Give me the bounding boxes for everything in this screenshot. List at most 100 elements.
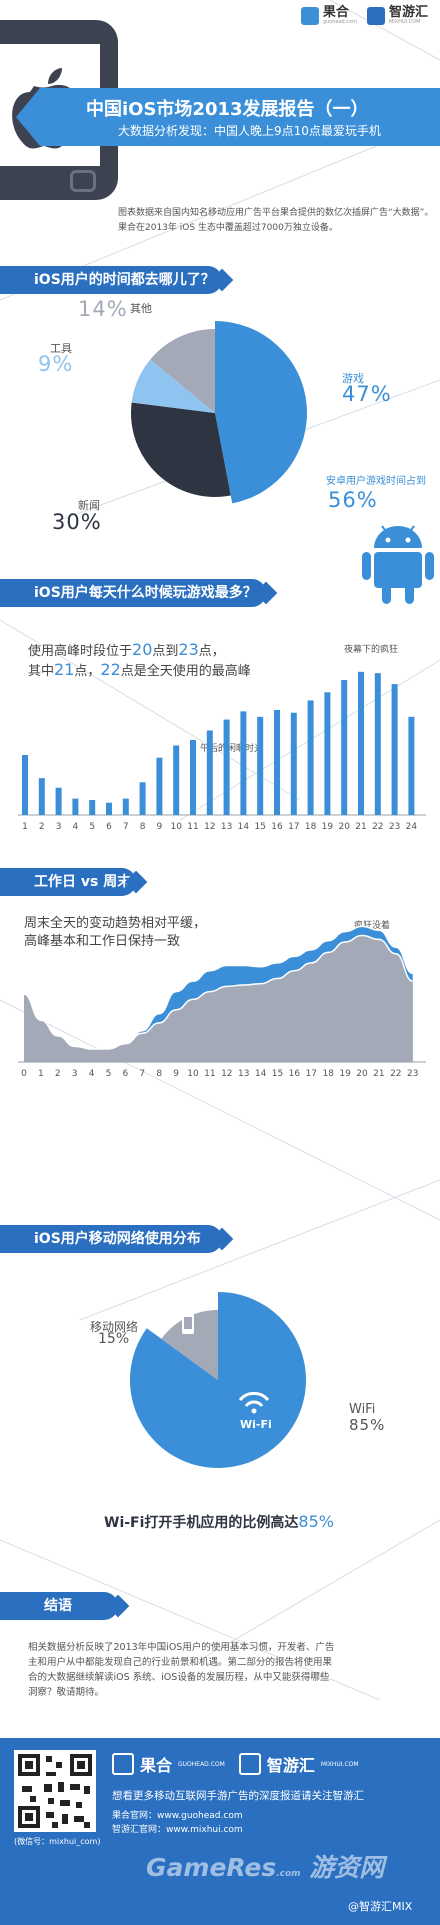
mixhui-logo-name: 智游汇 <box>388 5 428 20</box>
footer-credit: @智游汇MIX <box>348 1900 413 1913</box>
network-conclusion: Wi-Fi打开手机应用的比例高达85% <box>104 1512 334 1531</box>
tick-label: 5 <box>89 822 95 832</box>
pie-pct-news: 30% <box>52 510 102 534</box>
tick-label: 7 <box>123 822 129 832</box>
conclusion-text: 相关数据分析反映了2013年中国iOS用户的使用基本习惯，开发者、广告 主和用户… <box>28 1640 428 1700</box>
mixhui-logo-url: MIXHUI.COM <box>388 19 421 25</box>
bar-hour-1 <box>22 755 28 815</box>
tick-label: 24 <box>406 822 418 832</box>
mobile-label: 移动网络 <box>90 1320 139 1334</box>
title-ribbon <box>16 88 440 146</box>
tick-label: 6 <box>106 822 112 832</box>
pie-slice-tools <box>131 359 215 413</box>
pie-label-game: 游戏 <box>342 372 364 385</box>
tick-label: 18 <box>322 1069 334 1079</box>
pie-slice-news <box>131 402 231 497</box>
tick-label: 7 <box>139 1069 145 1079</box>
bar-hour-3 <box>55 787 62 815</box>
tick-label: 15 <box>272 1069 283 1079</box>
wifi-icon <box>238 1391 270 1408</box>
tick-label: 1 <box>38 1069 44 1079</box>
tick-label: 22 <box>390 1069 401 1079</box>
bar-hour-24 <box>408 716 415 815</box>
tick-label: 16 <box>271 822 283 832</box>
intro-line: 图表数据来自国内知名移动应用广告平台果合提供的数亿次插屏广告“大数据”。 <box>118 208 434 218</box>
tick-label: 23 <box>389 822 400 832</box>
footer-site1[interactable]: 果合官网：www.guohead.com <box>112 1811 243 1821</box>
tick-label: 4 <box>89 1069 95 1079</box>
footer-wechat: (微信号：mixhui_com) <box>14 1837 101 1846</box>
tick-label: 23 <box>407 1069 418 1079</box>
bar-hour-18 <box>307 700 314 815</box>
bar-hour-20 <box>341 680 348 815</box>
footer-logo2-name: 智游汇 <box>266 1756 315 1775</box>
tick-label: 3 <box>72 1069 78 1079</box>
bar-hour-13 <box>223 719 230 815</box>
tick-label: 2 <box>55 1069 61 1079</box>
m-icon <box>366 6 385 25</box>
bar-hour-9 <box>156 757 163 815</box>
bar-hour-21 <box>358 671 364 815</box>
pie-pct-tools: 9% <box>38 352 74 376</box>
mobile-phone-icon <box>182 1314 194 1334</box>
conclusion-line: 洞察？敬请期待。 <box>28 1687 105 1698</box>
watermark: GameRes.com 游资网 <box>146 1853 385 1882</box>
tick-label: 17 <box>288 822 299 832</box>
footer: (微信号：mixhui_com) 果合 GUOHEAD.COM 智游汇 MIXH… <box>0 1738 440 1925</box>
pie-slice-other <box>150 329 215 413</box>
mixhui-logo: 智游汇 MIXHUI.COM <box>366 5 428 25</box>
section-heading-weekday: 工作日 vs 周末 <box>0 868 136 896</box>
weekday-note-line1: 周末全天的变动趋势相对平缓， <box>24 916 207 931</box>
tick-label: 13 <box>238 1069 249 1079</box>
tick-label: 0 <box>21 1069 27 1079</box>
tick-label: 8 <box>156 1069 162 1079</box>
intro-text: 图表数据来自国内知名移动应用广告平台果合提供的数亿次插屏广告“大数据”。 果合在… <box>118 206 434 236</box>
conclusion-line: 相关数据分析反映了2013年中国iOS用户的使用基本习惯，开发者、广告 <box>28 1642 335 1653</box>
area-series-2-line <box>23 934 413 1050</box>
section-heading-network: iOS用户移动网络使用分布 <box>0 1225 222 1253</box>
tick-label: 12 <box>221 1069 232 1079</box>
footer-logo1-name: 果合 <box>140 1756 173 1775</box>
phone-home-button <box>70 170 96 192</box>
time-pie-chart <box>131 321 307 504</box>
footer-logo1-url: GUOHEAD.COM <box>178 1760 225 1768</box>
bar-hour-6 <box>106 802 112 815</box>
pie-slice-mobile <box>161 1310 218 1380</box>
tick-label: 10 <box>170 822 182 832</box>
tick-label: 16 <box>289 1069 301 1079</box>
header-logos: 果合 guohead.com 智游汇 MIXHUI.COM <box>300 5 428 25</box>
bar-hour-14 <box>240 711 247 815</box>
bar-hour-10 <box>173 745 180 815</box>
guohe-logo-url: guohead.com <box>322 19 357 25</box>
tick-label: 20 <box>356 1069 368 1079</box>
tick-label: 22 <box>372 822 383 832</box>
tick-label: 14 <box>238 822 250 832</box>
footer-m-icon <box>238 1753 261 1775</box>
footer-site2[interactable]: 智游汇官网：www.mixhui.com <box>112 1825 243 1835</box>
tick-label: 8 <box>140 822 146 832</box>
section-heading-time: iOS用户的时间都去哪儿了？ <box>0 266 222 294</box>
tick-label: 12 <box>204 822 215 832</box>
guohe-logo: 果合 guohead.com <box>300 6 357 25</box>
tick-label: 11 <box>187 822 198 832</box>
tick-label: 11 <box>204 1069 215 1079</box>
bar-hour-16 <box>274 710 280 815</box>
bar-hour-23 <box>391 684 398 815</box>
page-title: 中国iOS市场2013发展报告（一） <box>86 99 369 120</box>
cube-icon <box>300 6 319 25</box>
footer-cube-icon <box>112 1753 134 1775</box>
pie-label-news: 新闻 <box>78 499 100 512</box>
section-heading-hours: iOS用户每天什么时候玩游戏最多？ <box>0 579 266 607</box>
bar-hour-5 <box>89 800 96 815</box>
tick-label: 10 <box>187 1069 199 1079</box>
tick-label: 5 <box>106 1069 112 1079</box>
tick-label: 9 <box>173 1069 179 1079</box>
bar-hour-12 <box>206 730 213 815</box>
android-icon <box>362 525 434 604</box>
page-subtitle: 大数据分析发现：中国人晚上9点10点最爱玩手机 <box>118 124 381 138</box>
tick-label: 9 <box>157 822 163 832</box>
pie-label-tools: 工具 <box>50 342 72 355</box>
weekday-area-chart: 疯狂没着 0 1 2 3 4 5 6 7 8 9 10 11 12 13 14 15 16 17 18 19 20 21 2… <box>18 919 426 1079</box>
pie-label-other: 其他 <box>130 302 152 315</box>
